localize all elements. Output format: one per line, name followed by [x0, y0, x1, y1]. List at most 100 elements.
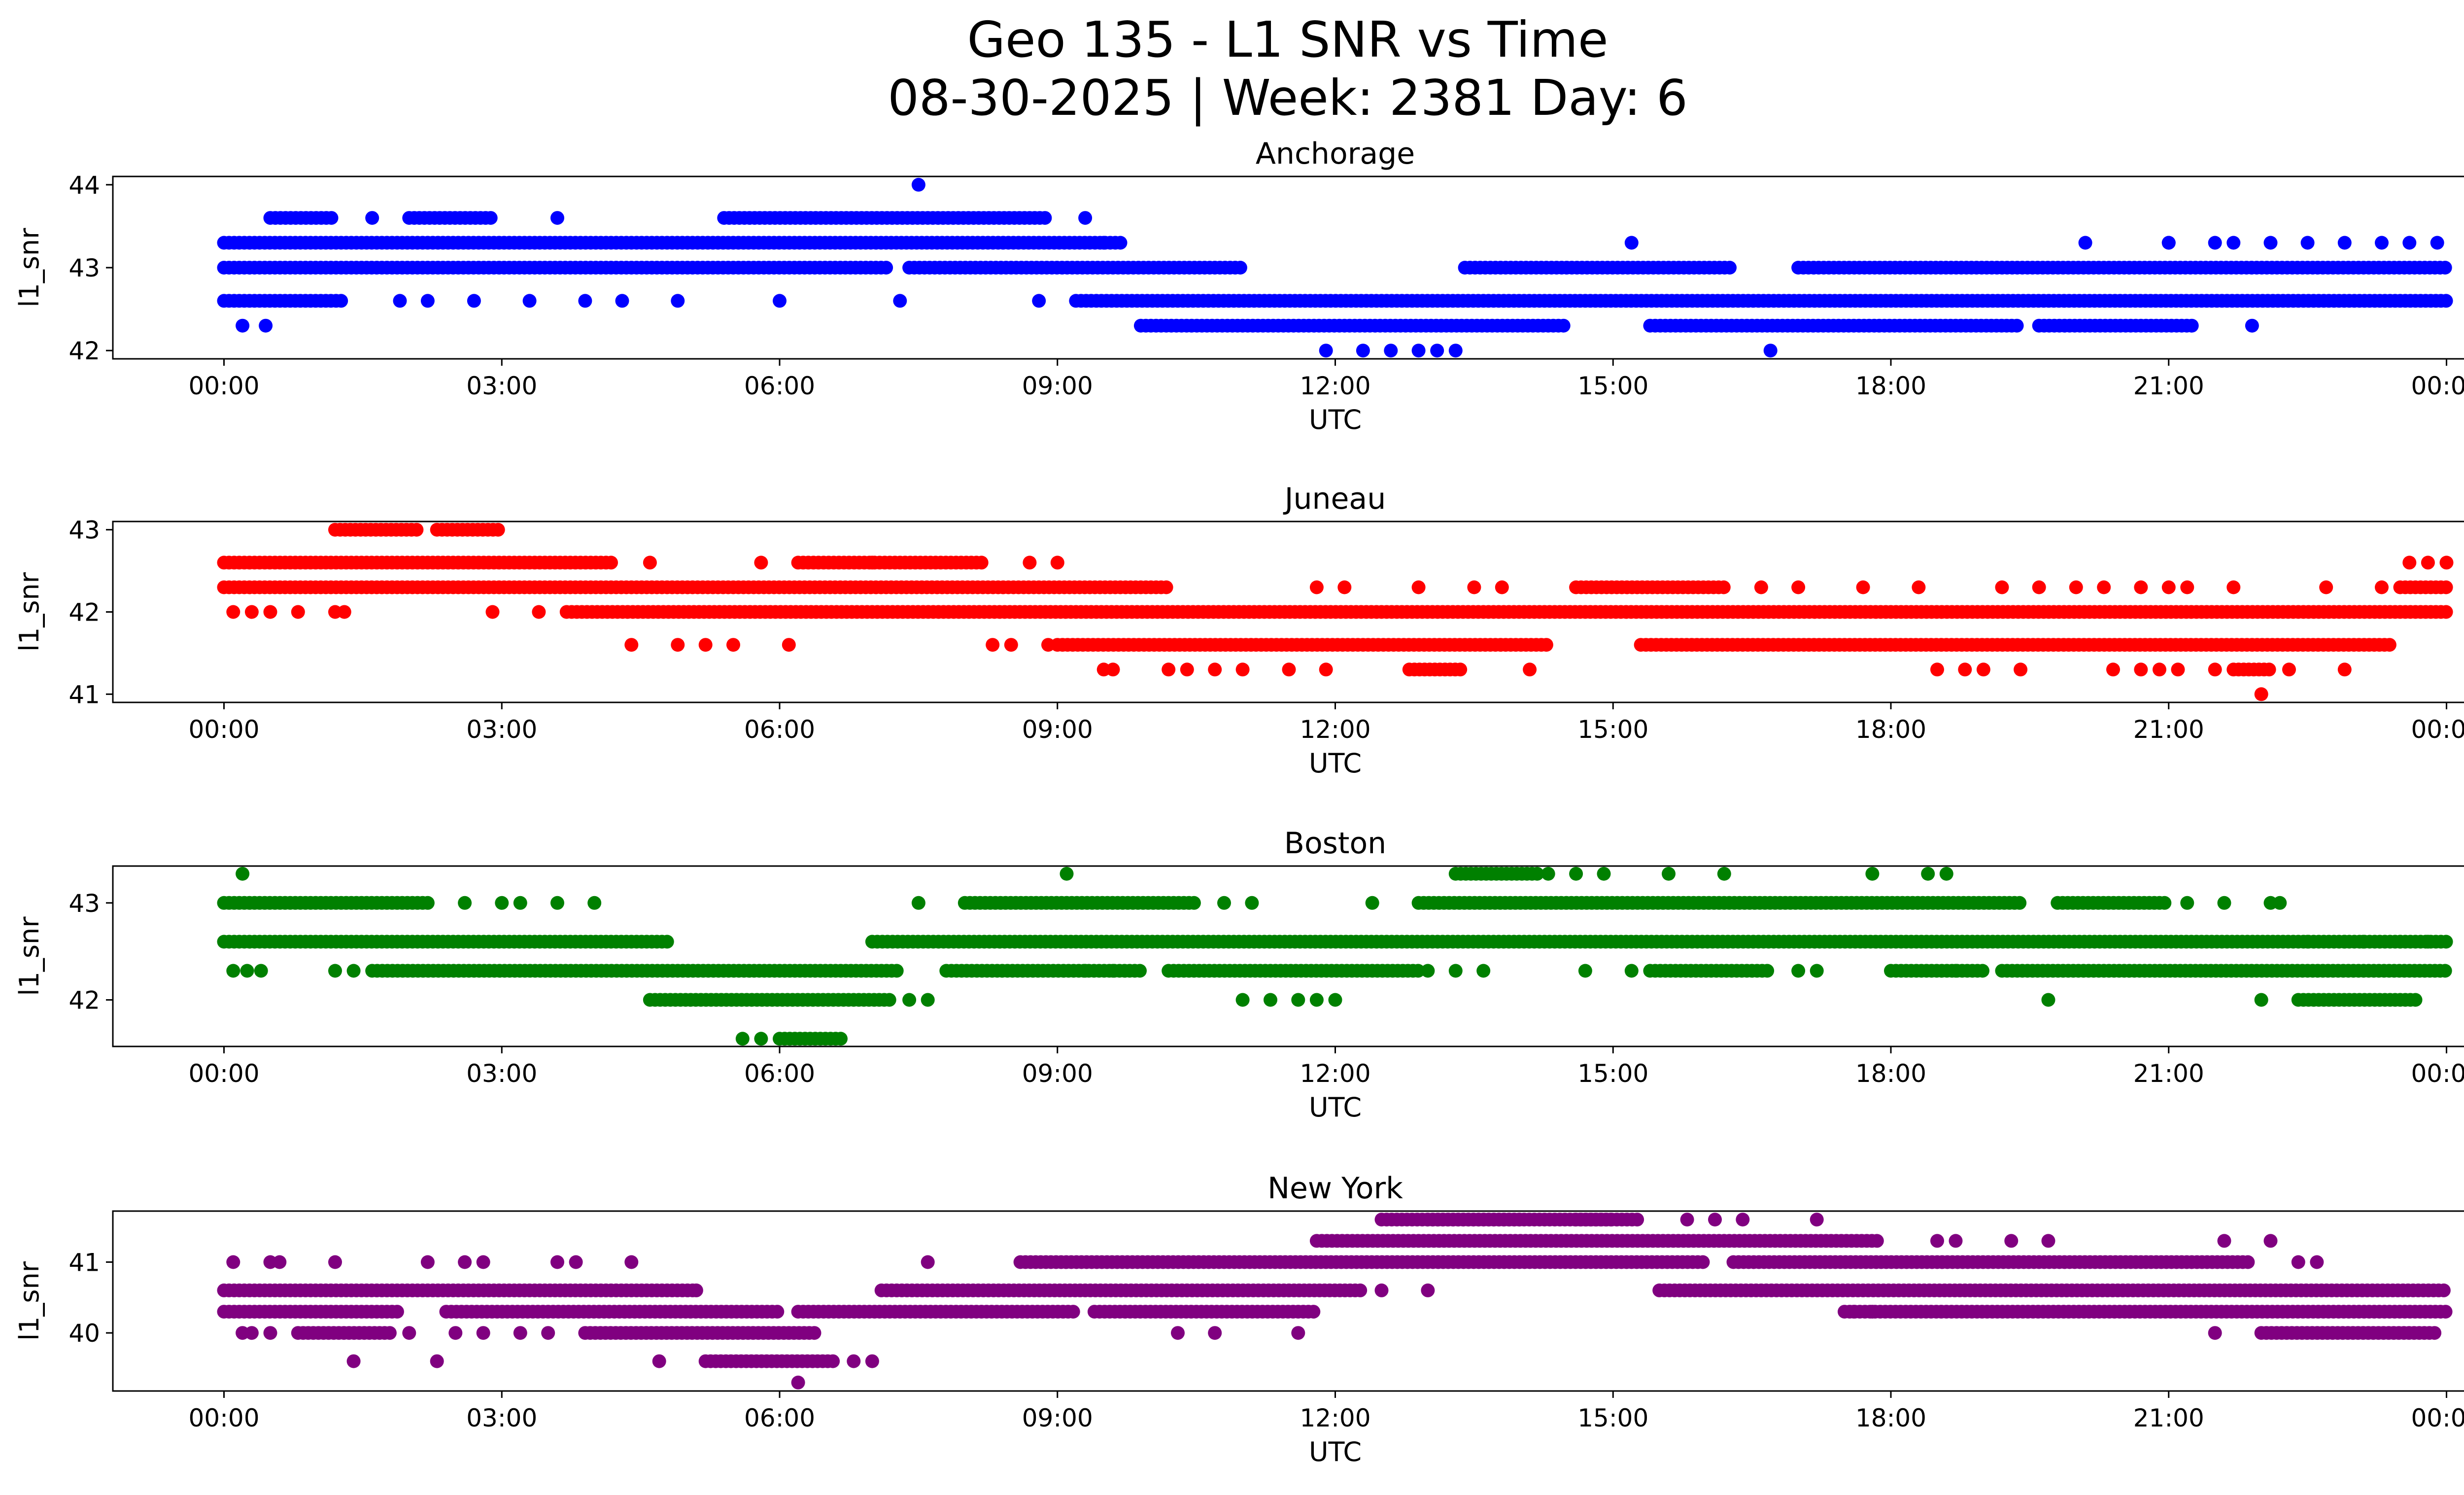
data-point: [1411, 964, 1425, 978]
data-point: [550, 211, 564, 225]
data-point: [2171, 662, 2185, 677]
x-tick-label: 09:00: [1022, 715, 1093, 744]
x-tick-label: 03:00: [466, 1059, 537, 1088]
data-point: [879, 261, 893, 275]
data-point: [485, 605, 500, 619]
data-point: [2069, 580, 2083, 594]
data-point: [587, 896, 602, 910]
data-point: [671, 638, 685, 652]
data-point: [476, 1255, 490, 1269]
data-point: [1448, 344, 1463, 358]
data-point: [2217, 896, 2231, 910]
data-point: [1421, 1283, 1435, 1297]
x-tick-label: 09:00: [1022, 372, 1093, 400]
data-point: [1856, 580, 1870, 594]
data-point: [2208, 236, 2222, 250]
x-tick-label: 00:00: [188, 1404, 259, 1432]
x-axis-label: UTC: [1309, 748, 1362, 779]
data-point: [1949, 964, 1963, 978]
data-point: [2032, 580, 2046, 594]
data-point: [1038, 211, 1052, 225]
data-point: [2106, 662, 2120, 677]
data-point: [1430, 344, 1444, 358]
data-point: [2217, 1234, 2231, 1248]
data-point: [541, 1326, 555, 1340]
data-point: [328, 964, 342, 978]
data-point: [1597, 867, 1611, 881]
data-point: [2161, 236, 2176, 250]
data-point: [402, 1326, 416, 1340]
y-tick-label: 42: [68, 337, 100, 365]
data-point: [671, 294, 685, 308]
x-tick-label: 06:00: [744, 1059, 815, 1088]
data-point: [390, 1305, 404, 1319]
data-point: [698, 638, 713, 652]
x-tick-label: 03:00: [466, 715, 537, 744]
data-point: [2208, 662, 2222, 677]
data-point: [522, 294, 537, 308]
data-point: [263, 1326, 277, 1340]
data-point: [291, 605, 305, 619]
data-point: [244, 605, 259, 619]
data-point: [1374, 1283, 1389, 1297]
data-point: [259, 318, 273, 333]
data-point: [865, 1354, 879, 1368]
data-point: [2439, 605, 2453, 619]
data-point: [770, 1305, 785, 1319]
data-point: [483, 211, 498, 225]
data-point: [328, 1255, 342, 1269]
data-point: [1476, 964, 1491, 978]
data-point: [1696, 1255, 1710, 1269]
y-axis-label: l1_snr: [14, 572, 45, 652]
data-point: [2337, 935, 2352, 949]
data-point: [240, 964, 254, 978]
data-point: [2421, 556, 2435, 570]
data-point: [2438, 964, 2452, 978]
data-point: [578, 294, 592, 308]
data-point: [1282, 662, 1296, 677]
data-point: [1736, 1213, 1750, 1227]
x-tick-label: 18:00: [1855, 1059, 1926, 1088]
data-point: [2291, 1255, 2305, 1269]
data-point: [273, 1255, 287, 1269]
data-point: [2300, 236, 2315, 250]
data-point: [2439, 580, 2453, 594]
data-point: [1319, 344, 1333, 358]
data-point: [2153, 662, 2166, 677]
data-point: [893, 294, 907, 308]
data-point: [236, 318, 250, 333]
data-point: [1448, 964, 1463, 978]
data-point: [2041, 993, 2055, 1007]
data-point: [2262, 662, 2276, 677]
data-point: [410, 522, 424, 537]
y-tick-label: 44: [68, 171, 100, 200]
x-tick-label: 00:00: [188, 1059, 259, 1088]
data-point: [1717, 867, 1731, 881]
axes-frame: [112, 865, 2464, 1047]
data-point: [2245, 318, 2259, 333]
data-point: [689, 1283, 703, 1297]
data-point: [1004, 638, 1018, 652]
x-tick-label: 00:00: [188, 372, 259, 400]
data-point: [2375, 580, 2389, 594]
data-point: [2421, 935, 2435, 949]
data-point: [458, 896, 472, 910]
data-point: [2208, 1326, 2222, 1340]
x-tick-label: 15:00: [1577, 372, 1648, 400]
axes-frame: [112, 1210, 2464, 1392]
data-point: [1708, 1213, 1722, 1227]
subplot-title: Boston: [1284, 826, 1386, 861]
data-point: [1171, 1326, 1185, 1340]
data-point: [491, 522, 505, 537]
data-point: [1106, 662, 1120, 677]
data-point: [1569, 867, 1583, 881]
data-point: [986, 638, 1000, 652]
data-point: [921, 993, 935, 1007]
x-tick-label: 00:00: [2411, 715, 2464, 744]
data-point: [458, 1255, 472, 1269]
data-point: [911, 896, 925, 910]
data-point: [2402, 236, 2417, 250]
data-point: [420, 896, 435, 910]
